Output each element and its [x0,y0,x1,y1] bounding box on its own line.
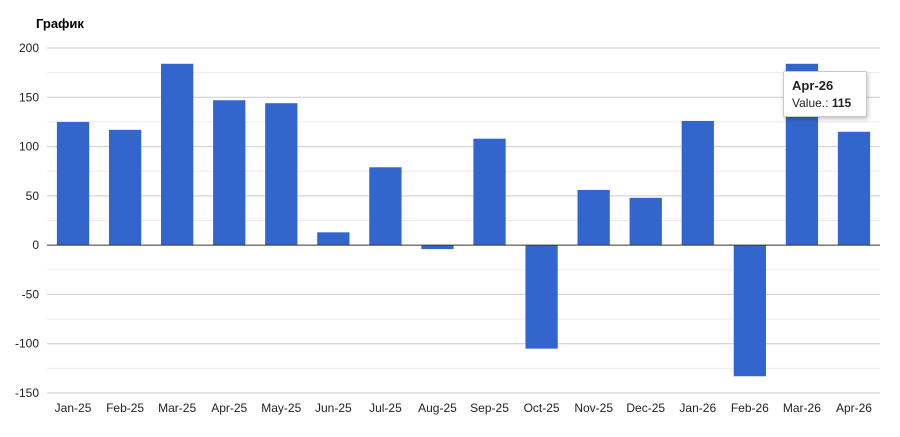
x-tick-label: May-25 [261,401,301,415]
x-tick-label: Dec-25 [626,401,665,415]
x-tick-label: Jul-25 [369,401,402,415]
x-tick-label: Oct-25 [524,401,560,415]
bar-jan-26[interactable] [681,120,714,246]
bar-feb-25[interactable] [108,129,142,246]
x-tick-label: Apr-25 [211,401,247,415]
y-tick-label: 100 [19,140,39,154]
bar-feb-26[interactable] [733,245,766,377]
tooltip-value-label: Value.: [792,96,829,110]
bar-jun-25[interactable] [317,232,350,246]
tick-labels: 200 150 100 50 0 -50 -100 -150 Jan-25 Feb-25 Mar-2… [15,41,872,415]
bar-dec-25[interactable] [629,197,662,246]
y-tick-label: 50 [26,189,40,203]
tooltip-value: 115 [831,96,852,110]
bar-jan-25[interactable] [56,121,90,246]
x-tick-label: Nov-25 [574,401,613,415]
bar-sep-25[interactable] [473,138,506,246]
x-tick-label: Jan-25 [55,401,92,415]
bar-mar-25[interactable] [161,63,194,246]
x-tick-label: Aug-25 [418,401,457,415]
bar-jul-25[interactable] [369,167,402,246]
bar-aug-25[interactable] [421,245,454,250]
x-tick-label: Jan-26 [679,401,716,415]
tooltip-category: Apr-26 [792,78,834,93]
x-tick-label: Jun-25 [315,401,352,415]
chart-title: График [36,16,84,31]
x-tick-label: Apr-26 [836,401,872,415]
x-tick-label: Mar-26 [783,401,821,415]
y-tick-label: 150 [19,90,39,104]
y-tick-label: -50 [22,287,40,301]
x-tick-label: Mar-25 [158,401,196,415]
y-tick-label: 0 [32,238,39,252]
bars [56,63,871,377]
y-tick-label: 200 [19,41,39,55]
y-tick-label: -150 [15,386,39,400]
x-tick-label: Feb-26 [731,401,769,415]
bar-apr-25[interactable] [213,100,246,246]
x-tick-label: Feb-25 [106,401,144,415]
bar-oct-25[interactable] [525,245,558,349]
bar-may-25[interactable] [265,103,298,246]
tooltip: Apr-26 Value.: 115 [783,71,867,117]
x-tick-label: Sep-25 [470,401,509,415]
y-tick-label: -100 [15,337,39,351]
bar-nov-25[interactable] [577,189,610,246]
bar-apr-26[interactable] [837,131,871,246]
